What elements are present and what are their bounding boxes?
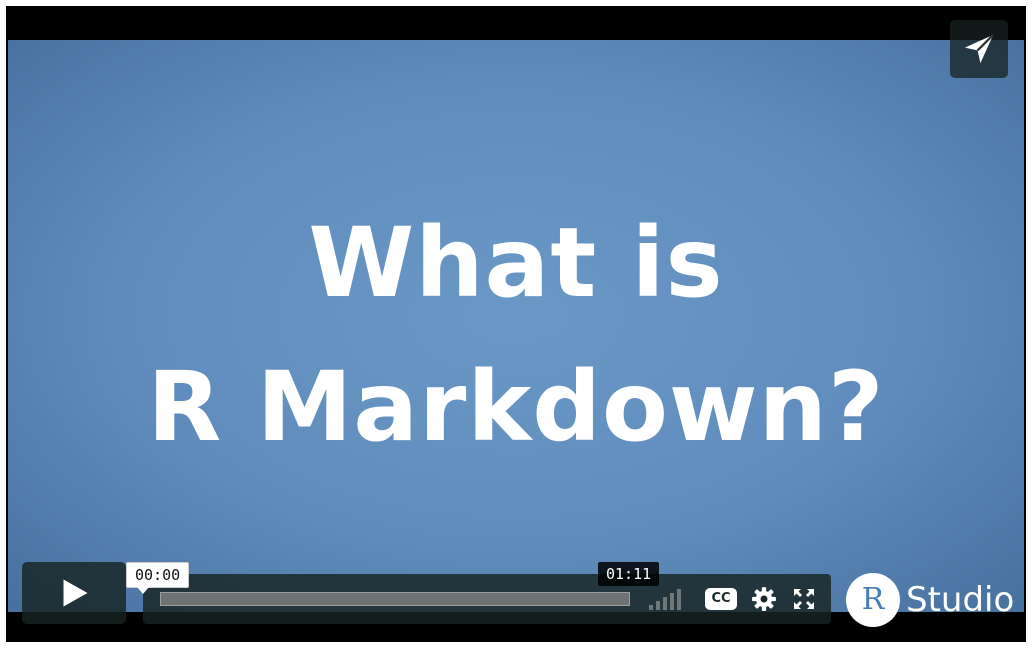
progress-bar[interactable] — [160, 592, 630, 606]
captions-button[interactable]: CC — [705, 588, 737, 610]
fullscreen-button[interactable] — [789, 585, 819, 613]
fullscreen-icon — [794, 589, 814, 609]
rstudio-logo-mark: R — [846, 573, 900, 627]
paper-plane-icon — [964, 34, 994, 64]
video-title-line-2: R Markdown? — [147, 351, 885, 463]
video-title-line-1: What is — [308, 207, 724, 319]
rstudio-logo[interactable]: R Studio — [846, 573, 1016, 627]
play-icon — [63, 579, 88, 607]
video-player: What is R Markdown? CC — [6, 6, 1026, 642]
video-frame[interactable]: What is R Markdown? — [8, 40, 1024, 612]
current-time: 00:00 — [126, 562, 190, 594]
total-duration: 01:11 — [598, 562, 660, 586]
share-button[interactable] — [950, 20, 1008, 78]
play-button[interactable] — [22, 562, 126, 624]
volume-bars-icon[interactable] — [649, 588, 689, 610]
rstudio-logo-text: Studio — [906, 580, 1015, 620]
settings-button[interactable] — [749, 585, 779, 613]
control-bar: CC — [143, 574, 831, 624]
gear-icon — [752, 587, 776, 611]
